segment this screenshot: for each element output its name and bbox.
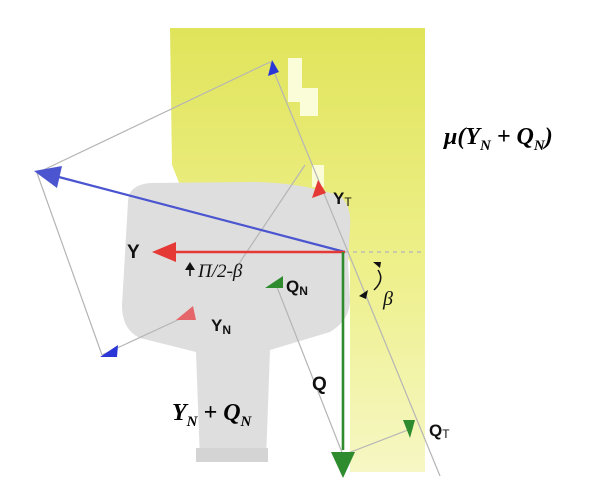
beta-angle-arc [373, 269, 382, 291]
YT-arrowhead [312, 180, 326, 198]
label-QT-sub: T [442, 427, 450, 441]
label-Q: Q [312, 374, 327, 395]
YN-arrowhead [176, 306, 196, 320]
label-YT-sub: T [344, 195, 352, 209]
guide-lines [36, 61, 441, 477]
friction-resultant-vector [54, 174, 346, 254]
friction-formula-y: Y [465, 124, 482, 150]
label-QN-sub: N [299, 284, 308, 298]
label-QT-main: Q [429, 421, 442, 440]
lateral-force-Y-arrowhead [152, 242, 176, 262]
label-YT-main: Y [333, 189, 345, 208]
wheel-body [170, 28, 425, 472]
friction-formula-y-sub: N [479, 138, 492, 154]
label-YT: YT [333, 189, 352, 209]
rail-lower-edge [196, 448, 268, 462]
label-beta: β [382, 288, 393, 310]
QN-arrowhead [265, 276, 283, 288]
sum-formula-q-sub: N [240, 414, 253, 430]
label-QT: QT [429, 421, 450, 441]
friction-formula-suffix: ) [543, 124, 553, 150]
friction-formula-q-sub: N [533, 138, 546, 154]
label-YN-main: Y [211, 316, 223, 335]
friction-formula-q: Q [517, 124, 534, 150]
beta-angle-marker-lower [359, 290, 368, 299]
QT-arrowhead [403, 420, 415, 438]
vertical-force-Q-arrowhead [331, 452, 355, 478]
sum-formula-y-sub: N [186, 414, 199, 430]
sum-formula: YN + QN [172, 400, 253, 430]
label-QN: QN [286, 277, 308, 298]
label-QN-main: Q [286, 277, 299, 296]
blue-arrowhead-top [268, 60, 279, 76]
label-angle-complement: Π/2-β [197, 261, 243, 282]
label-YN-sub: N [222, 323, 231, 337]
friction-resultant-arrowhead [34, 166, 62, 188]
friction-formula-plus: + [491, 124, 517, 150]
sum-formula-plus: + [198, 400, 224, 426]
sum-formula-q: Q [223, 400, 240, 426]
beta-angle-marker-upper [373, 262, 381, 268]
blue-arrowhead-bottom [100, 345, 118, 357]
wheel-highlight [300, 88, 318, 116]
label-YN: YN [211, 316, 231, 337]
friction-formula-prefix: μ( [442, 124, 467, 150]
friction-formula: μ(YN + QN) [442, 124, 553, 154]
wheel-highlight [288, 58, 302, 102]
angle-complement-marker [185, 262, 195, 270]
label-Y: Y [127, 242, 140, 263]
sum-formula-y: Y [172, 400, 189, 426]
